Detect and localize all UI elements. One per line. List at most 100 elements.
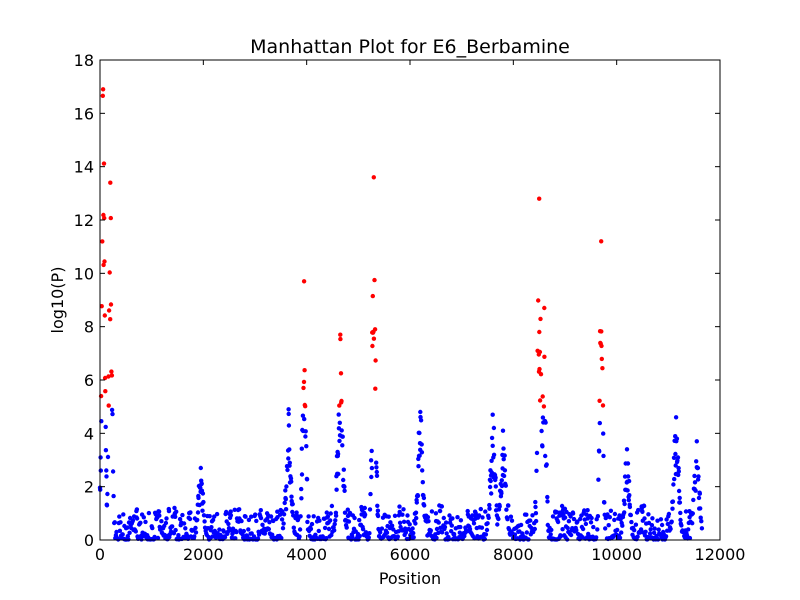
data-point [374, 473, 380, 478]
data-point [413, 510, 419, 515]
data-point [488, 478, 493, 484]
data-point [289, 494, 294, 499]
significant-point [372, 277, 377, 283]
significant-point [301, 379, 307, 385]
data-point [397, 504, 402, 509]
data-point [606, 523, 611, 528]
significant-point [600, 403, 606, 408]
data-point [340, 434, 345, 439]
data-point [476, 513, 482, 518]
data-point [601, 431, 606, 436]
data-point [555, 519, 561, 525]
data-point [439, 504, 444, 509]
y-tick-label: 14 [74, 158, 94, 177]
data-point [496, 516, 501, 522]
data-point [636, 507, 641, 513]
data-point [608, 508, 614, 513]
data-point [617, 535, 623, 540]
data-point [617, 513, 622, 518]
data-point [378, 530, 383, 535]
data-point [676, 469, 681, 474]
data-point [299, 472, 305, 477]
data-point [288, 476, 294, 481]
data-point [201, 513, 207, 518]
significant-point [302, 368, 307, 373]
significant-point [597, 398, 602, 403]
data-point [105, 491, 110, 497]
data-point [304, 444, 309, 449]
data-point [180, 512, 185, 518]
data-point [322, 525, 328, 531]
data-point [578, 516, 583, 522]
significant-point [537, 366, 542, 372]
data-point [624, 447, 630, 452]
significant-point [541, 404, 547, 409]
data-point [652, 526, 657, 531]
data-point [651, 530, 657, 535]
x-tick-label: 10000 [591, 545, 642, 564]
significant-point [599, 239, 604, 244]
data-point [441, 515, 446, 521]
data-point [225, 529, 231, 534]
data-point [570, 511, 576, 516]
plot-frame [99, 59, 721, 541]
data-point [332, 521, 337, 527]
data-point [362, 512, 368, 517]
data-point [565, 525, 570, 531]
data-point [329, 532, 334, 538]
data-point [133, 529, 138, 534]
data-point [391, 527, 396, 532]
data-point [479, 525, 485, 530]
data-point [692, 480, 698, 485]
significant-point [106, 403, 111, 408]
y-axis-ticks: 0 2 4 6 8 10 12 14 16 18 [74, 51, 720, 550]
data-point [493, 484, 498, 489]
data-point [550, 514, 556, 519]
data-point [110, 411, 115, 417]
data-point [103, 448, 109, 453]
significant-point [101, 161, 107, 166]
data-point [246, 517, 252, 523]
data-point [333, 518, 338, 523]
data-point [374, 465, 379, 470]
significant-point [542, 305, 547, 311]
data-point [663, 534, 669, 539]
data-point [254, 518, 259, 524]
data-point [458, 524, 463, 530]
data-point [284, 484, 289, 489]
data-point [298, 514, 303, 519]
data-point [262, 531, 267, 536]
data-point [234, 529, 239, 535]
significant-point [338, 371, 344, 376]
data-point [574, 528, 579, 533]
data-point [571, 516, 577, 522]
data-point [560, 527, 565, 532]
data-point [159, 519, 164, 524]
data-point [607, 515, 612, 520]
data-point [104, 468, 109, 473]
data-point [620, 523, 625, 528]
data-point [437, 508, 443, 514]
data-point [508, 514, 514, 519]
data-point [627, 504, 633, 510]
data-point [110, 469, 116, 474]
data-point [629, 519, 634, 525]
data-point [665, 521, 670, 527]
significant-point [370, 293, 375, 299]
data-point [533, 504, 538, 510]
data-point [658, 517, 664, 522]
data-point [676, 488, 682, 494]
data-point [130, 518, 136, 523]
data-point [584, 512, 589, 517]
data-point [416, 464, 421, 469]
data-point [483, 509, 488, 514]
data-point [504, 507, 509, 512]
data-point [342, 488, 347, 493]
significant-point [372, 327, 378, 332]
data-point [118, 520, 123, 525]
data-point [401, 519, 407, 524]
data-point [226, 521, 231, 527]
data-point [212, 514, 217, 519]
data-point [588, 520, 594, 525]
significant-point [599, 343, 604, 349]
